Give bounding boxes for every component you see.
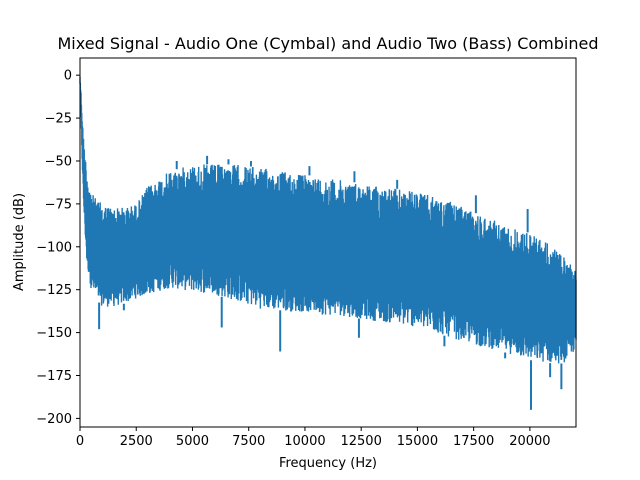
y-tick-label: 0 — [64, 69, 72, 84]
y-axis-label: Amplitude (dB) — [12, 193, 27, 291]
x-tick-label: 12500 — [340, 434, 381, 449]
y-tick-label: −75 — [45, 197, 72, 212]
y-tick-label: −150 — [36, 326, 72, 341]
x-tick-label: 2500 — [120, 434, 153, 449]
x-tick-label: 20000 — [509, 434, 550, 449]
axes-frame — [79, 57, 577, 428]
y-tick-label: −125 — [36, 283, 72, 298]
y-tick-label: −200 — [36, 412, 72, 427]
x-tick-label: 17500 — [453, 434, 494, 449]
y-tick-label: −25 — [45, 112, 72, 127]
series-layer — [79, 76, 577, 410]
plot-area — [79, 57, 577, 428]
y-tick-label: −50 — [45, 154, 72, 169]
x-tick-label: 15000 — [397, 434, 438, 449]
x-tick-label: 5000 — [176, 434, 209, 449]
y-tick-label: −175 — [36, 369, 72, 384]
x-tick-label: 0 — [76, 434, 84, 449]
y-axis: 0 −25 −50 −75 −100 −125 −150 −175 −200 — [36, 69, 80, 427]
x-axis: 0 2500 5000 7500 10000 12500 15000 17500 20000 — [76, 427, 551, 449]
x-tick-label: 10000 — [284, 434, 325, 449]
y-tick-label: −100 — [36, 240, 72, 255]
series-line — [79, 76, 577, 364]
x-axis-label: Frequency (Hz) — [279, 456, 377, 471]
chart-title: Mixed Signal - Audio One (Cymbal) and Au… — [58, 34, 599, 53]
x-tick-label: 7500 — [232, 434, 265, 449]
